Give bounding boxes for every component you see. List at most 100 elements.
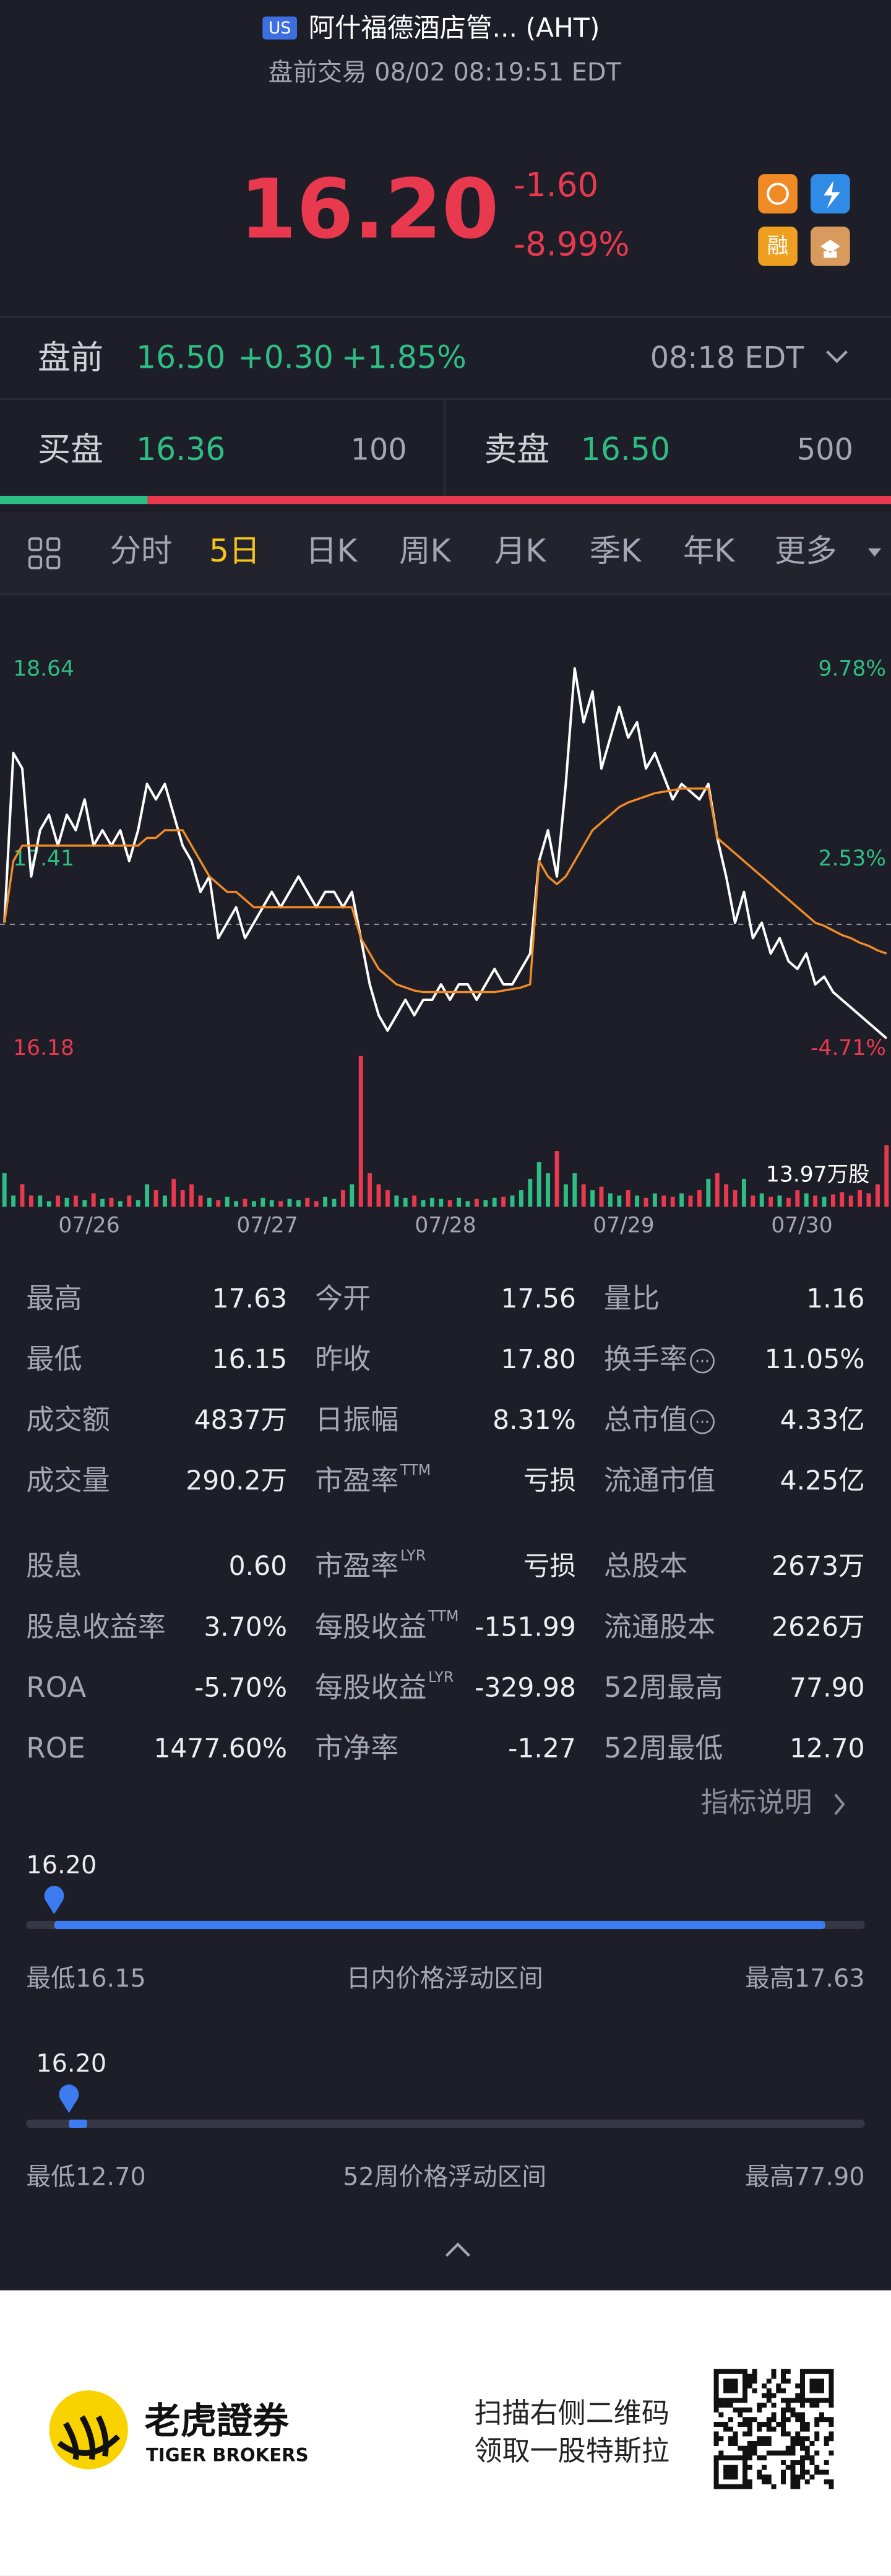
qr-cell: [771, 2412, 777, 2418]
qr-cell: [819, 2379, 824, 2384]
volume-bar: [786, 1197, 791, 1207]
qr-cell: [733, 2383, 738, 2389]
collapse-chevron[interactable]: [445, 2242, 470, 2257]
qr-cell: [728, 2484, 733, 2489]
qr-cell: [713, 2393, 719, 2398]
qr-cell: [713, 2465, 719, 2470]
badge-icon[interactable]: [758, 174, 798, 214]
link-chevron[interactable]: [834, 1793, 845, 1815]
premarket-time[interactable]: 08:18 EDT: [650, 341, 805, 375]
qr-cell: [824, 2436, 829, 2442]
stat-label: 每股收益: [315, 1610, 426, 1643]
qr-cell: [829, 2431, 834, 2437]
volume-bar: [581, 1184, 586, 1207]
qr-cell: [799, 2393, 805, 2398]
qr-cell: [804, 2445, 810, 2451]
qr-cell: [718, 2412, 724, 2418]
qr-cell: [742, 2455, 748, 2461]
brand-name-en: TIGER BROKERS: [146, 2444, 309, 2465]
qr-cell: [781, 2379, 786, 2384]
qr-cell: [829, 2421, 834, 2427]
qr-cell: [762, 2465, 767, 2470]
qr-cell: [762, 2436, 767, 2442]
qr-cell: [723, 2474, 729, 2480]
chart-tab[interactable]: 周K: [399, 532, 452, 569]
qr-cell: [747, 2374, 752, 2379]
chart-tab[interactable]: 月K: [494, 532, 547, 569]
chart-tab[interactable]: 分时: [110, 532, 173, 569]
qr-cell: [824, 2369, 829, 2374]
more-triangle[interactable]: [867, 548, 882, 557]
qr-cell: [747, 2421, 752, 2427]
chart-tab[interactable]: 日K: [306, 532, 358, 569]
chart-tab[interactable]: 季K: [590, 532, 642, 569]
qr-cell: [733, 2388, 738, 2393]
volume-bar: [795, 1190, 800, 1207]
tiger-logo: [49, 2390, 128, 2470]
qr-cell: [766, 2393, 772, 2398]
y-tick-label: 17.41: [13, 846, 74, 871]
volume-bar: [866, 1193, 871, 1207]
stat-label: 昨收: [315, 1343, 371, 1376]
stats-link[interactable]: 指标说明: [700, 1786, 812, 1819]
volume-bar: [100, 1199, 105, 1207]
volume-bar: [751, 1195, 755, 1207]
qr-cell: [785, 2379, 791, 2384]
volume-bar: [706, 1179, 711, 1207]
volume-bar: [492, 1197, 497, 1207]
qr-cell: [757, 2407, 762, 2413]
premarket-change: +0.30: [238, 339, 334, 375]
volume-bar: [118, 1201, 123, 1207]
chart-tab[interactable]: 更多: [775, 532, 837, 569]
qr-code: [713, 2369, 834, 2489]
promo-text: 扫描右侧二维码: [474, 2396, 669, 2429]
volume-bar: [46, 1201, 51, 1207]
qr-cell: [819, 2470, 824, 2475]
qr-cell: [785, 2407, 791, 2413]
qr-cell: [814, 2450, 820, 2456]
volume-bar: [216, 1200, 221, 1207]
qr-cell: [723, 2426, 729, 2432]
qr-cell: [752, 2440, 757, 2446]
grid-icon[interactable]: [28, 537, 61, 570]
volume-bar: [332, 1199, 337, 1207]
volume-bar: [510, 1195, 515, 1207]
volume-bar: [652, 1193, 657, 1207]
qr-cell: [742, 2374, 748, 2379]
volume-bar: [536, 1162, 541, 1207]
volume-bar: [269, 1200, 274, 1207]
qr-cell: [795, 2460, 801, 2465]
info-icon[interactable]: [690, 1409, 715, 1434]
badge-icon[interactable]: [758, 227, 798, 266]
qr-cell: [766, 2450, 772, 2456]
dropdown-chevron[interactable]: [826, 350, 848, 363]
volume-bar: [38, 1195, 43, 1207]
qr-cell: [752, 2445, 757, 2451]
volume-bar: [858, 1190, 863, 1207]
qr-cell: [738, 2407, 743, 2413]
qr-cell: [713, 2455, 719, 2461]
stat-label: 总市值: [604, 1403, 687, 1436]
volume-bar: [617, 1195, 622, 1207]
qr-cell: [829, 2398, 834, 2403]
info-icon[interactable]: [690, 1348, 715, 1374]
qr-cell: [790, 2470, 796, 2475]
premarket-label: 盘前: [38, 338, 103, 376]
qr-cell: [790, 2407, 796, 2413]
qr-cell: [795, 2436, 801, 2442]
qr-cell: [781, 2450, 786, 2456]
chart-tab[interactable]: 年K: [683, 532, 736, 569]
stat-value: 2626万: [772, 1612, 864, 1642]
range-low: 最低12.70: [26, 2163, 145, 2192]
qr-cell: [757, 2421, 762, 2427]
qr-cell: [762, 2474, 767, 2480]
brand-name: 老虎證券: [144, 2400, 289, 2442]
last-price: 16.20: [239, 162, 499, 258]
chart-tab[interactable]: 5日: [209, 532, 260, 569]
volume-bar: [679, 1193, 684, 1207]
qr-cell: [799, 2426, 805, 2432]
stat-value: 亏损: [523, 1551, 576, 1582]
volume-bar: [572, 1173, 577, 1207]
y-tick-label: 18.64: [13, 657, 74, 682]
